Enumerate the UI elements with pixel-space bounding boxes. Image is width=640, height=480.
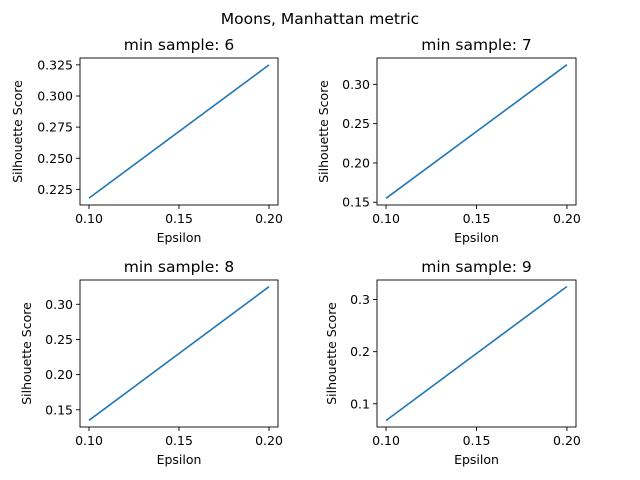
series-line — [88, 286, 270, 421]
y-tick-label: 0.15 — [45, 402, 73, 417]
subplot-title: min sample: 9 — [421, 258, 532, 276]
y-tick-label: 0.325 — [37, 57, 73, 72]
subplot-3: min sample: 8 0.10 0.15 0.20 0.15 0.20 0.25 0.3… — [19, 258, 283, 467]
x-axis-label: Epsilon — [157, 452, 202, 467]
y-axis-label: Silhouette Score — [19, 302, 34, 405]
y-tick-label: 0.15 — [342, 195, 370, 210]
subplot-title: min sample: 7 — [421, 36, 532, 54]
y-axis-label: Silhouette Score — [324, 302, 339, 405]
x-tick-label: 0.20 — [255, 433, 283, 448]
figure-title: Moons, Manhattan metric — [221, 10, 419, 28]
x-tick-label: 0.10 — [372, 433, 400, 448]
x-tick-label: 0.20 — [553, 433, 581, 448]
y-tick-label: 0.30 — [45, 297, 73, 312]
y-tick-label: 0.20 — [45, 367, 73, 382]
subplot-grid: min sample: 60.10 0.15 0.200.2250.2500.275… — [10, 36, 581, 467]
y-tick-label: 0.1 — [350, 396, 370, 411]
subplot-title: min sample: 6 — [124, 36, 235, 54]
x-tick-label: 0.15 — [463, 211, 491, 226]
x-tick-label: 0.15 — [463, 433, 491, 448]
y-axis-label: Silhouette Score — [10, 80, 25, 183]
series-line — [385, 285, 568, 422]
x-tick-label: 0.10 — [75, 433, 103, 448]
subplot-title: min sample: 8 — [124, 258, 235, 276]
x-tick-label: 0.20 — [553, 211, 581, 226]
y-tick-label: 0.275 — [37, 120, 73, 135]
y-tick-label: 0.225 — [37, 182, 73, 197]
y-tick-label: 0.30 — [342, 77, 370, 92]
x-axis-label: Epsilon — [454, 452, 499, 467]
subplot-1: min sample: 6 0.10 0.15 0.20 0.225 0.250 0.275… — [10, 36, 283, 245]
series-line — [385, 64, 568, 199]
x-tick-label: 0.10 — [75, 211, 103, 226]
subplot-2: min sample: 70.10 0.15 0.200.150.200.250.3… — [316, 36, 581, 245]
series-line — [88, 64, 270, 199]
subplot-4: min sample: 9 0.10 0.15 0.20 0.1 0.2 0.3 Epsilo… — [324, 258, 581, 467]
y-tick-label: 0.250 — [37, 151, 73, 166]
y-tick-label: 0.3 — [350, 292, 370, 307]
x-axis-label: Epsilon — [454, 230, 499, 245]
y-tick-label: 0.2 — [350, 344, 370, 359]
x-tick-label: 0.15 — [165, 211, 193, 226]
y-tick-label: 0.25 — [342, 116, 370, 131]
x-tick-label: 0.15 — [165, 433, 193, 448]
y-axis-label: Silhouette Score — [316, 80, 331, 183]
x-tick-label: 0.20 — [255, 211, 283, 226]
x-tick-label: 0.10 — [372, 211, 400, 226]
y-tick-label: 0.300 — [37, 88, 73, 103]
y-tick-label: 0.20 — [342, 155, 370, 170]
y-tick-label: 0.25 — [45, 332, 73, 347]
x-axis-label: Epsilon — [157, 230, 202, 245]
